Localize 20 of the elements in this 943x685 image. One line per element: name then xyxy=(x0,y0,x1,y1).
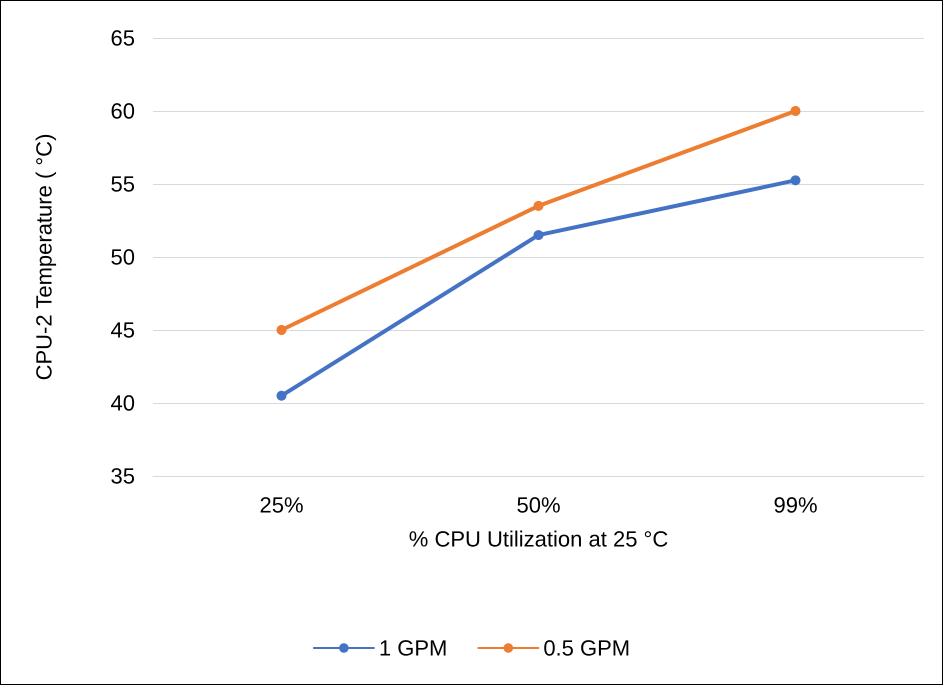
x-tick-label: 25% xyxy=(259,492,304,518)
y-tick-label: 35 xyxy=(110,464,135,488)
point xyxy=(276,325,286,335)
y-axis-title: CPU-2 Temperature ( °C) xyxy=(32,134,56,380)
point xyxy=(534,200,544,211)
x-axis-title: % CPU Utilization at 25 °C xyxy=(408,526,668,552)
y-tick-label: 65 xyxy=(110,26,135,50)
y-tick-label: 45 xyxy=(110,318,135,342)
x-tick-label: 50% xyxy=(516,492,561,518)
point xyxy=(790,106,800,116)
y-tick-label: 50 xyxy=(110,244,135,270)
legend-label: 1 GPM xyxy=(378,636,448,660)
y-tick-label: 60 xyxy=(110,98,135,124)
x-tick-label: 99% xyxy=(773,492,818,518)
legend-label: 0.5 GPM xyxy=(543,636,630,660)
point xyxy=(534,230,544,240)
point xyxy=(790,175,800,186)
y-tick-label: 55 xyxy=(110,172,135,196)
point xyxy=(276,390,286,401)
y-tick-label: 40 xyxy=(110,390,135,416)
